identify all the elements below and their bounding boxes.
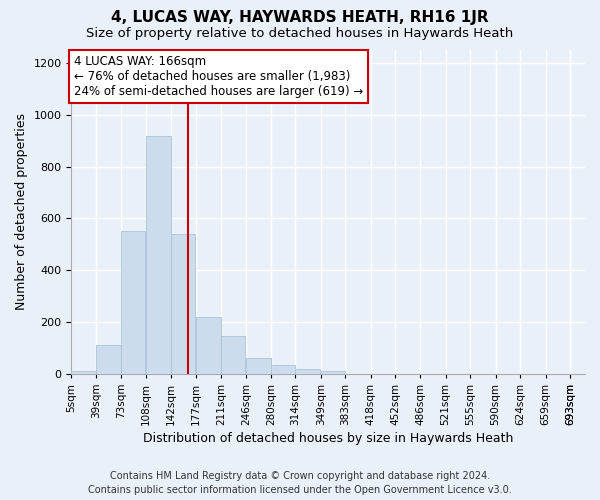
Bar (71, 372, 96, 374)
Text: 4 LUCAS WAY: 166sqm
← 76% of detached houses are smaller (1,983)
24% of semi-det: 4 LUCAS WAY: 166sqm ← 76% of detached ho… (74, 55, 363, 98)
Bar (246, 358, 271, 374)
Bar (196, 317, 221, 374)
Bar (146, 136, 171, 374)
X-axis label: Distribution of detached houses by size in Haywards Heath: Distribution of detached houses by size … (143, 432, 514, 445)
Text: Contains HM Land Registry data © Crown copyright and database right 2024.
Contai: Contains HM Land Registry data © Crown c… (88, 471, 512, 495)
Bar (96, 346, 121, 374)
Bar (171, 234, 196, 374)
Text: Size of property relative to detached houses in Haywards Heath: Size of property relative to detached ho… (86, 28, 514, 40)
Y-axis label: Number of detached properties: Number of detached properties (15, 114, 28, 310)
Bar (271, 365, 295, 374)
Bar (221, 336, 245, 374)
Bar (321, 372, 346, 374)
Bar (295, 368, 320, 374)
Text: 4, LUCAS WAY, HAYWARDS HEATH, RH16 1JR: 4, LUCAS WAY, HAYWARDS HEATH, RH16 1JR (111, 10, 489, 25)
Bar (121, 232, 145, 374)
